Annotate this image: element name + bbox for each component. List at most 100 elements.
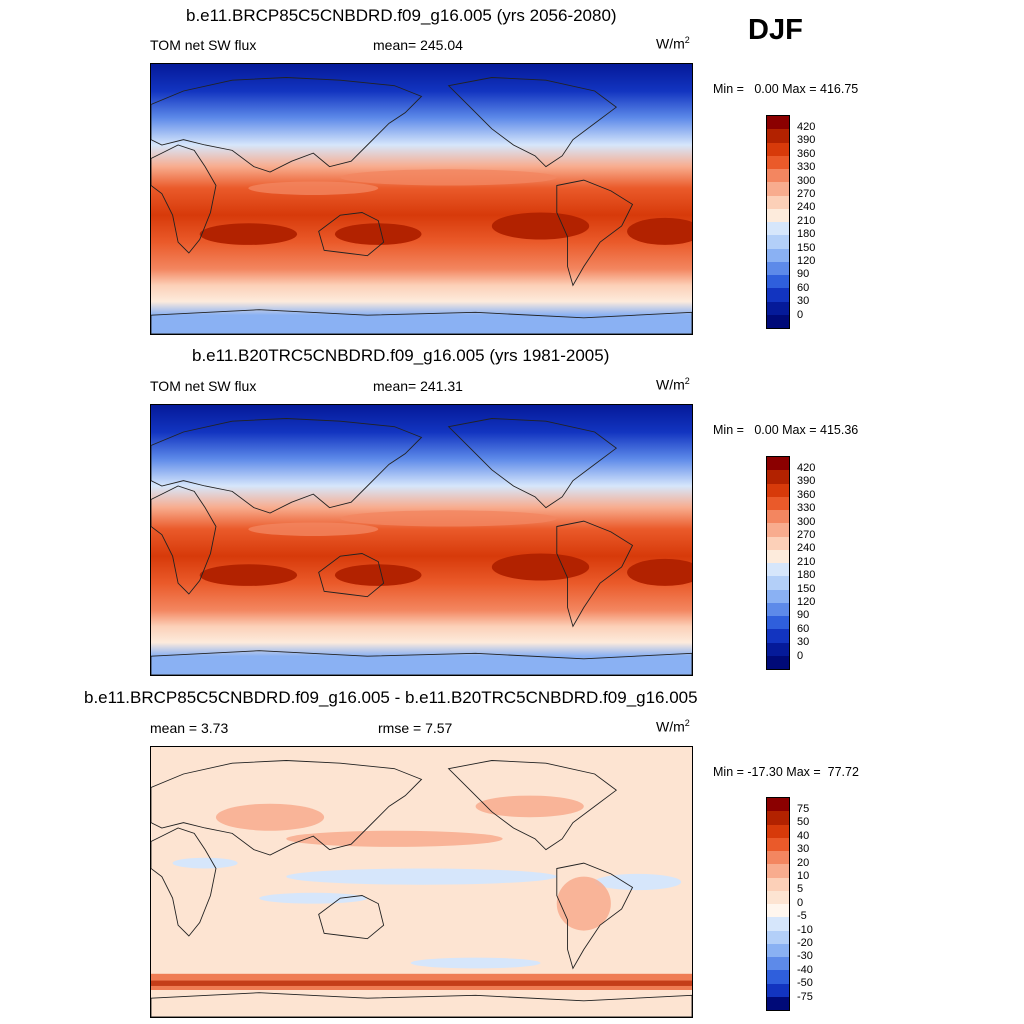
colorbar-tick-label: 30 — [797, 636, 810, 649]
colorbar-swatch — [767, 549, 789, 563]
colorbar-tick-label: 420 — [797, 121, 816, 133]
coastline — [151, 144, 217, 254]
colorbar-swatch — [767, 563, 789, 577]
map-field — [151, 747, 692, 1017]
coastline — [151, 77, 423, 173]
colorbar-tick-label: 5 — [797, 883, 804, 896]
colorbar-swatch — [767, 523, 789, 537]
colorbar-tick-label: 180 — [797, 569, 816, 582]
colorbar-tick-label: 360 — [797, 147, 816, 160]
coastline — [556, 179, 634, 287]
coastline — [318, 212, 385, 257]
colorbar-tick-label: 120 — [797, 596, 816, 609]
colorbar-swatch — [767, 642, 789, 656]
colorbar-tick-label: 180 — [797, 228, 816, 241]
panel-2-title: b.e11.B20TRC5CNBDRD.f09_g16.005 (yrs 198… — [192, 346, 610, 365]
coastline — [151, 992, 692, 1017]
colorbar-swatch — [767, 629, 789, 643]
panel-2-units: W/m2 — [656, 376, 690, 393]
colorbar-swatch — [767, 116, 789, 130]
colorbar-tick-label: 240 — [797, 201, 816, 214]
colorbar-tick-label: 75 — [797, 803, 810, 815]
coastline — [151, 485, 217, 595]
colorbar-tick-label: -40 — [797, 963, 813, 976]
colorbar-swatch — [767, 301, 789, 315]
colorbar-swatch — [767, 996, 789, 1010]
colorbar-tick-label: -5 — [797, 910, 807, 923]
colorbar-swatch — [767, 169, 789, 183]
colorbar-tick-label: 240 — [797, 542, 816, 555]
coastline — [151, 760, 423, 856]
coastline — [151, 827, 217, 937]
colorbar-swatch — [767, 904, 789, 918]
panel-2-variable-label: TOM net SW flux — [150, 378, 257, 394]
colorbar-tick-label: 270 — [797, 188, 816, 201]
colorbar-tick-label: 210 — [797, 555, 816, 568]
coastline — [447, 760, 618, 851]
colorbar-tick-label: 20 — [797, 856, 810, 869]
colorbar-swatch — [767, 182, 789, 196]
colorbar-swatch — [767, 811, 789, 825]
map-field — [151, 64, 692, 334]
colorbar-swatch — [767, 208, 789, 222]
panel-2-minmax: Min = 0.00 Max = 415.36 — [713, 423, 859, 437]
panel-3-units: W/m2 — [656, 718, 690, 735]
colorbar-tick-label: -20 — [797, 937, 813, 950]
colorbar-swatch — [767, 837, 789, 851]
colorbar-swatch — [767, 616, 789, 630]
colorbar-tick-label: 270 — [797, 529, 816, 542]
colorbar-tick-label: 300 — [797, 515, 816, 528]
colorbar-swatch — [767, 576, 789, 590]
colorbar-swatch — [767, 877, 789, 891]
colorbar-tick-label: 0 — [797, 649, 804, 662]
panel-1-variable-label: TOM net SW flux — [150, 37, 257, 53]
colorbar-tick-label: 330 — [797, 502, 816, 515]
colorbar-swatch — [767, 957, 789, 971]
colorbar-tick-label: 0 — [797, 308, 804, 321]
panel-3-mean-label: mean = 3.73 — [150, 720, 229, 736]
colorbar-swatch — [767, 510, 789, 524]
colorbar-swatch — [767, 155, 789, 169]
colorbar-tick-label: -50 — [797, 977, 813, 990]
colorbar-swatch — [767, 457, 789, 471]
colorbar-swatch — [767, 496, 789, 510]
panel-3-title: b.e11.BRCP85C5CNBDRD.f09_g16.005 - b.e11… — [84, 688, 698, 707]
colorbar-tick-label: 30 — [797, 295, 810, 308]
colorbar-tick-label: -30 — [797, 950, 813, 963]
colorbar-tick-label: 40 — [797, 829, 810, 842]
colorbar-swatch — [767, 129, 789, 143]
colorbar-tick-label: 210 — [797, 214, 816, 227]
colorbar-tick-label: -10 — [797, 923, 813, 936]
coastline — [151, 650, 692, 675]
panel-2-colorbar-labels: 420 390 360 330 300 270 240 210 180 150 120 90 60 30 0 — [797, 462, 815, 663]
colorbar-swatch — [767, 970, 789, 984]
coastline — [151, 309, 692, 334]
colorbar-swatch — [767, 222, 789, 236]
panel-3-rmse-label: rmse = 7.57 — [378, 720, 453, 736]
coastline — [556, 862, 634, 970]
coastline — [447, 418, 618, 509]
colorbar-tick-label: 360 — [797, 488, 816, 501]
colorbar-tick-label: 60 — [797, 622, 810, 635]
panel-3-colorbar-labels: 75 50 40 30 20 10 5 0 -5 -10 -20 -30 -40 -50 -75 — [797, 803, 813, 1004]
colorbar-tick-label: 120 — [797, 255, 816, 268]
colorbar-swatch — [767, 798, 789, 812]
colorbar-tick-label: 60 — [797, 281, 810, 294]
colorbar-tick-label: 0 — [797, 896, 804, 909]
colorbar-swatch — [767, 275, 789, 289]
panel-1-colorbar-labels: 420 390 360 330 300 270 240 210 180 150 120 90 60 30 0 — [797, 121, 815, 322]
colorbar-tick-label: 390 — [797, 134, 816, 147]
colorbar-swatch — [767, 195, 789, 209]
panel-2-colorbar — [766, 456, 790, 670]
coastline — [318, 553, 385, 598]
colorbar-tick-label: 150 — [797, 241, 816, 254]
panel-3-map — [150, 746, 693, 1018]
coastline — [151, 418, 423, 514]
panel-1-colorbar — [766, 115, 790, 329]
panel-3-colorbar — [766, 797, 790, 1011]
panel-1-map — [150, 63, 693, 335]
colorbar-swatch — [767, 983, 789, 997]
coastline — [318, 895, 385, 940]
map-field — [151, 405, 692, 675]
panel-1-minmax: Min = 0.00 Max = 416.75 — [713, 82, 859, 96]
